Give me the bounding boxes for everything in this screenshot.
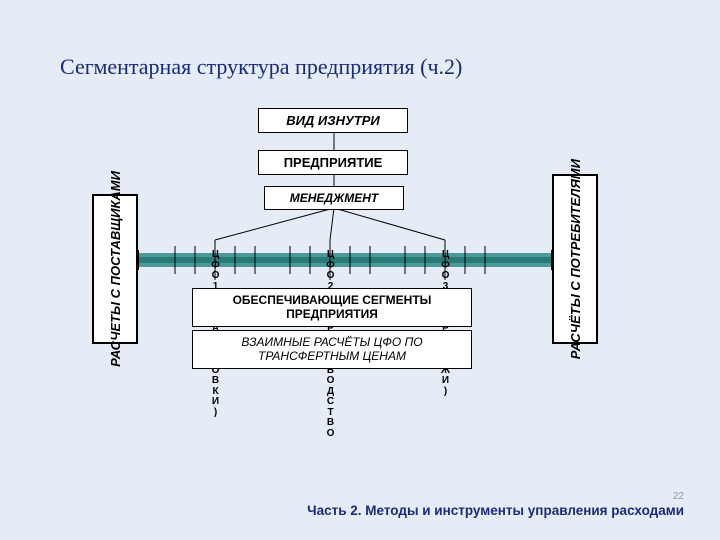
box-supporting: ОБЕСПЕЧИВАЮЩИЕ СЕГМЕНТЫ ПРЕДПРИЯТИЯ (192, 288, 472, 327)
box-supporting-line2: ПРЕДПРИЯТИЯ (203, 307, 461, 321)
box-supporting-line1: ОБЕСПЕЧИВАЮЩИЕ СЕГМЕНТЫ (203, 293, 461, 307)
page-title: Сегментарная структура предприятия (ч.2) (60, 54, 462, 80)
box-transfer: ВЗАИМНЫЕ РАСЧЁТЫ ЦФО ПО ТРАНСФЕРТНЫМ ЦЕН… (192, 330, 472, 369)
footer-text: Часть 2. Методы и инструменты управления… (307, 503, 684, 518)
box-consumers: РАСЧЁТЫ С ПОТРЕБИТЕЛЯМИ (552, 174, 598, 344)
box-vid: ВИД ИЗНУТРИ (258, 108, 408, 133)
box-enterprise: ПРЕДПРИЯТИЕ (258, 150, 408, 175)
box-transfer-line1: ВЗАИМНЫЕ РАСЧЁТЫ ЦФО ПО (203, 335, 461, 349)
box-management: МЕНЕДЖМЕНТ (264, 186, 404, 210)
box-transfer-line2: ТРАНСФЕРТНЫМ ЦЕНАМ (203, 349, 461, 363)
box-suppliers: РАСЧЕТЫ С ПОСТАВЩИКАМИ (92, 194, 138, 344)
box-suppliers-label: РАСЧЕТЫ С ПОСТАВЩИКАМИ (108, 171, 123, 367)
page-number: 22 (673, 491, 684, 502)
box-consumers-label: РАСЧЁТЫ С ПОТРЕБИТЕЛЯМИ (568, 159, 583, 359)
